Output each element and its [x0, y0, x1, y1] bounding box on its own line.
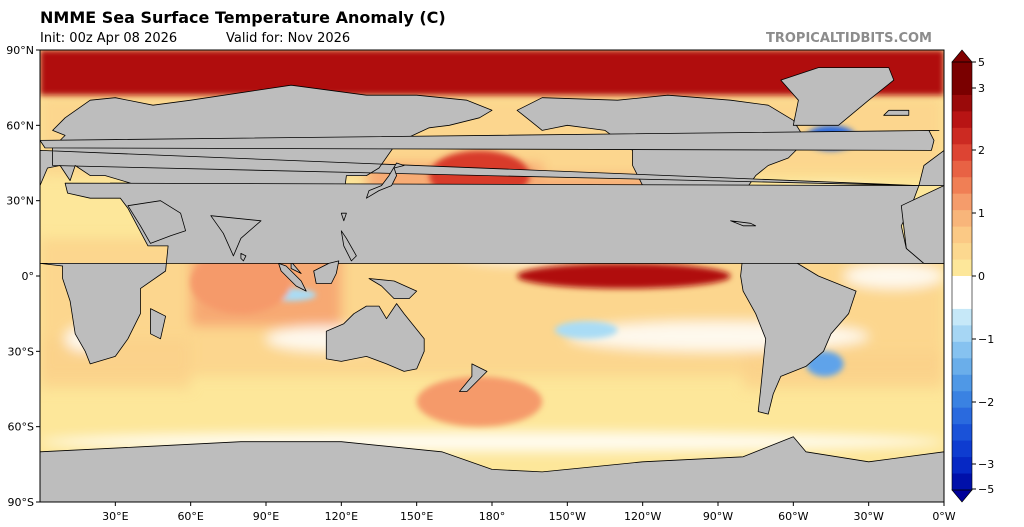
colorbar-segment: [952, 78, 972, 96]
lat-tick-label: 60°N: [6, 119, 34, 132]
anomaly-region-indian-ocean-warm: [190, 250, 292, 314]
colorbar-segment: [952, 358, 972, 376]
colorbar-tick-label: 5: [978, 56, 985, 69]
colorbar-segment: [952, 62, 972, 79]
land-cuba: [730, 220, 757, 227]
colorbar-segment: [952, 341, 972, 359]
colorbar-segment: [952, 374, 972, 392]
lon-tick-label: 60°W: [778, 510, 808, 523]
anomaly-region-southern-ocean-warm: [416, 376, 543, 427]
land-arabia: [127, 200, 186, 244]
land-borneo: [313, 260, 340, 284]
colorbar-tick-label: 3: [978, 82, 985, 95]
valid-time-label: Valid for: Nov 2026: [226, 31, 351, 46]
lat-tick-label: 90°N: [6, 44, 34, 57]
land-south-america: [740, 248, 857, 415]
colorbar-segment: [952, 111, 972, 129]
lat-tick-label: 90°S: [8, 496, 34, 509]
colorbar-segment: [952, 243, 972, 261]
lon-tick-label: 120°E: [325, 510, 358, 523]
chart-title: NMME Sea Surface Temperature Anomaly (C): [40, 8, 446, 27]
anomaly-region-equatorial-pacific-warm: [517, 263, 731, 289]
colorbar-segment: [952, 473, 972, 491]
land-philippines: [340, 230, 357, 262]
land-greenland: [780, 67, 895, 126]
colorbar-segment: [952, 226, 972, 244]
lon-tick-label: 150°W: [549, 510, 586, 523]
lon-tick-label: 90°W: [703, 510, 733, 523]
colorbar-segment: [952, 292, 972, 310]
colorbar-segment: [952, 259, 972, 277]
init-time-label: Init: 00z Apr 08 2026: [40, 31, 178, 46]
land-antarctica: [40, 436, 944, 502]
lon-tick-label: 30°W: [853, 510, 883, 523]
colorbar-segment: [952, 424, 972, 442]
lon-tick-label: 150°E: [400, 510, 433, 523]
colorbar-segment: [952, 308, 972, 326]
colorbar-segment: [952, 144, 972, 162]
land-japan: [366, 162, 405, 199]
colorbar-tick-label: 0: [978, 270, 985, 283]
colorbar-segment: [952, 160, 972, 178]
colorbar-segment: [952, 391, 972, 409]
colorbar-tick-label: −5: [978, 483, 994, 496]
colorbar-tick-label: −2: [978, 396, 994, 409]
land-iberia: [918, 149, 944, 186]
colorbar-segment: [952, 276, 972, 293]
colorbar-tick-label: −3: [978, 458, 994, 471]
lon-tick-label: 120°W: [624, 510, 661, 523]
land-sumatra: [278, 263, 307, 292]
lat-tick-label: 30°S: [8, 345, 34, 358]
colorbar-segment: [952, 210, 972, 228]
source-watermark[interactable]: TROPICALTIDBITS.COM: [766, 31, 932, 46]
lon-tick-label: 90°E: [253, 510, 279, 523]
land-new-zealand: [459, 363, 488, 392]
lat-tick-label: 0°: [22, 270, 35, 283]
colorbar-segment: [952, 325, 972, 343]
colorbar-segment: [952, 127, 972, 145]
colorbar-tick-label: 1: [978, 207, 985, 220]
lon-tick-label: 0°W: [932, 510, 955, 523]
colorbar-segment: [952, 440, 972, 458]
land-west-africa: [900, 185, 944, 264]
land-taiwan: [340, 212, 347, 222]
lon-tick-label: 60°E: [177, 510, 203, 523]
colorbar-tick-label: −1: [978, 333, 994, 346]
land-madagascar: [150, 308, 166, 340]
lat-tick-label: 60°S: [8, 421, 34, 434]
land-australia: [325, 303, 425, 372]
colorbar-segment: [952, 407, 972, 425]
land-masses: [40, 67, 944, 502]
lat-tick-label: 30°N: [6, 195, 34, 208]
land-uk: [40, 130, 940, 151]
lon-tick-label: 30°E: [102, 510, 128, 523]
anomaly-region-south-pacific-cold: [554, 321, 618, 339]
land-sri-lanka: [240, 253, 247, 262]
colorbar-segment: [952, 193, 972, 211]
colorbar-segment: [952, 457, 972, 475]
land-indian-subcontinent-fill: [210, 215, 262, 257]
land-iceland: [883, 109, 910, 116]
colorbar-tick-label: 2: [978, 144, 985, 157]
colorbar-min-arrow: [951, 489, 973, 503]
land-new-guinea: [368, 278, 418, 299]
lon-tick-label: 180°: [479, 510, 506, 523]
colorbar-max-arrow: [951, 49, 973, 63]
colorbar-segment: [952, 177, 972, 195]
colorbar-segment: [952, 94, 972, 112]
